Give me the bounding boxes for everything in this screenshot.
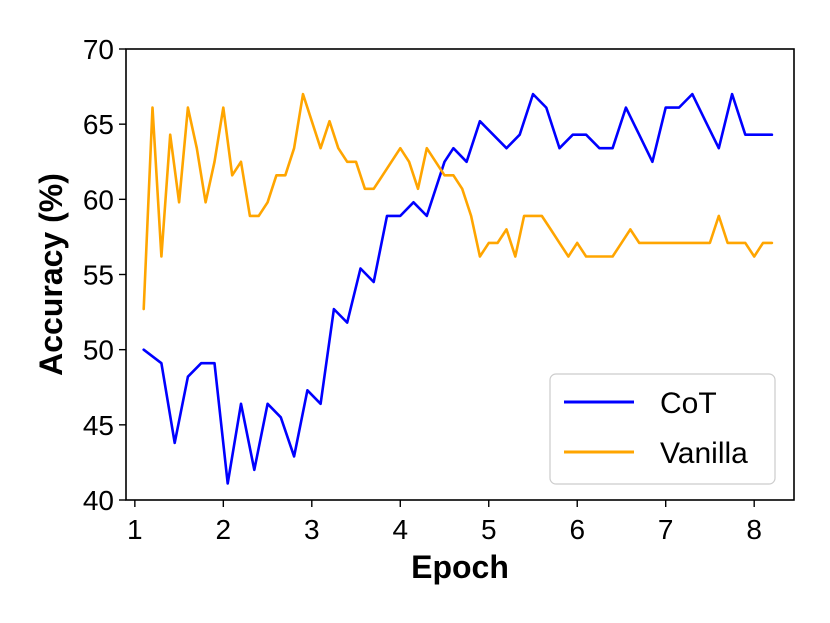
y-tick-label: 40 (83, 485, 114, 516)
x-tick-label: 1 (127, 514, 143, 545)
x-tick-label: 7 (658, 514, 674, 545)
x-tick-label: 6 (569, 514, 585, 545)
y-tick-label: 65 (83, 109, 114, 140)
series-line-cot (142, 92, 774, 485)
x-tick-label: 5 (481, 514, 497, 545)
x-tick-label: 2 (216, 514, 232, 545)
x-tick-label: 3 (304, 514, 320, 545)
y-tick-label: 55 (83, 260, 114, 291)
series-line-vanilla (142, 92, 774, 311)
x-axis-title: Epoch (411, 549, 509, 585)
series-layer (142, 92, 774, 485)
y-tick-label: 70 (83, 34, 114, 65)
legend-label-vanilla: Vanilla (660, 437, 748, 470)
legend-label-cot: CoT (660, 387, 717, 420)
y-tick-label: 45 (83, 410, 114, 441)
y-tick-label: 60 (83, 184, 114, 215)
y-tick-label: 50 (83, 335, 114, 366)
plot-frame (125, 48, 795, 501)
x-tick-label: 8 (746, 514, 762, 545)
x-tick-label: 4 (392, 514, 408, 545)
y-axis-title: Accuracy (%) (33, 173, 69, 376)
legend: CoT Vanilla (549, 373, 776, 485)
